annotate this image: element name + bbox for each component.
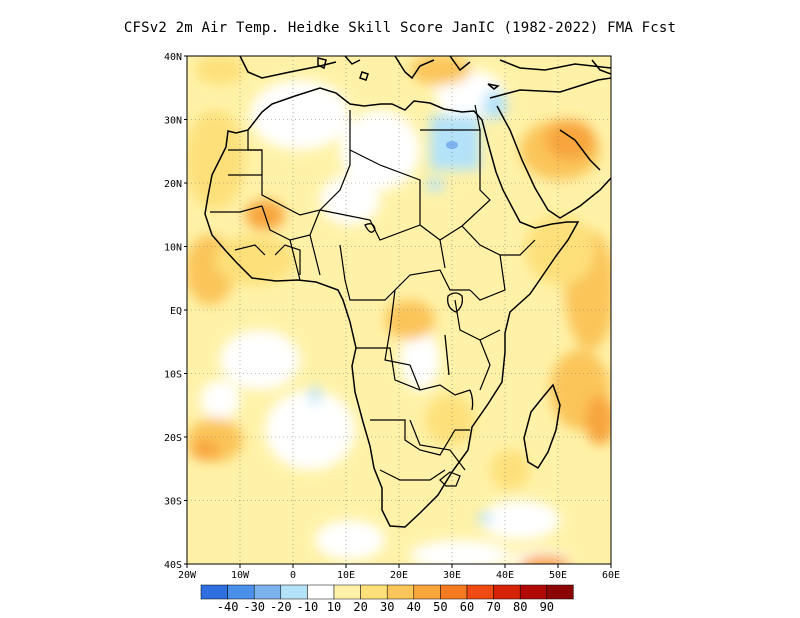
colorbar-label: -40 [217, 600, 239, 614]
colorbar-label: -20 [270, 600, 292, 614]
gulf-coastline [559, 59, 611, 171]
colorbar-label: 80 [513, 600, 527, 614]
lon-tick-label: 10E [337, 570, 355, 581]
skill-field [187, 56, 611, 564]
colorbar-swatch [413, 584, 441, 600]
map-title: CFSv2 2m Air Temp. Heidke Skill Score Ja… [123, 20, 677, 36]
lon-tick-label: 50E [549, 570, 567, 581]
colorbar-label: 30 [380, 600, 394, 614]
colorbar-label: -30 [243, 600, 265, 614]
africa-coastline [204, 87, 580, 528]
madagascar-coastline [523, 383, 561, 470]
colorbar-swatch [493, 584, 521, 600]
colorbar-label: -10 [297, 600, 319, 614]
lat-tick-label: 30S [164, 497, 182, 508]
colorbar-swatch [333, 584, 361, 600]
arabia-coastline [489, 77, 611, 219]
med-islands [317, 57, 500, 90]
lon-tick-label: 40E [496, 570, 514, 581]
colorbar-swatch [200, 584, 228, 600]
lon-tick-label: 30E [443, 570, 461, 581]
colorbar-label: 40 [407, 600, 421, 614]
colorbar-label: 70 [486, 600, 500, 614]
colorbar-swatch [466, 584, 494, 600]
land-outlines [204, 56, 611, 528]
lon-tick-label: 60E [602, 570, 620, 581]
europe-coastline [239, 56, 611, 80]
lon-tick-label: 20W [178, 570, 197, 581]
country-borders [210, 104, 536, 487]
lat-tick-label: 10S [164, 370, 182, 381]
lon-tick-label: 10W [231, 570, 250, 581]
colorbar-label: 50 [433, 600, 447, 614]
lat-tick-label: 20N [164, 179, 182, 190]
colorbar-swatch [440, 584, 468, 600]
colorbar-label: 20 [353, 600, 367, 614]
lakes [364, 223, 474, 411]
colorbar-swatch [280, 584, 308, 600]
colorbar [200, 584, 574, 600]
lon-tick-labels: 20W 10W 0 10E 20E 30E 40E 50E 60E [178, 564, 620, 581]
lat-tick-labels: 40N 30N 20N 10N EQ 10S 20S 30S 40S [164, 52, 187, 571]
lat-tick-label: EQ [170, 306, 182, 317]
lat-tick-label: 20S [164, 433, 182, 444]
lat-tick-label: 10N [164, 243, 182, 254]
colorbar-swatch [386, 584, 415, 600]
colorbar-swatch [546, 584, 574, 600]
colorbar-label: 60 [460, 600, 474, 614]
colorbar-swatch [307, 584, 335, 600]
lat-lon-grid [187, 56, 611, 564]
colorbar-swatch [519, 584, 548, 600]
lon-tick-label: 20E [390, 570, 408, 581]
colorbar-label: 90 [540, 600, 554, 614]
colorbar-swatch [360, 584, 388, 600]
colorbar-labels: -40 -30 -20 -10 10 20 30 40 50 60 70 80 90 [217, 600, 554, 614]
colorbar-swatch [227, 584, 255, 600]
lat-tick-label: 30N [164, 116, 182, 127]
lat-tick-label: 40N [164, 52, 182, 63]
colorbar-swatch [253, 584, 282, 600]
lat-tick-label: 40S [164, 560, 182, 571]
lon-tick-label: 0 [290, 570, 296, 581]
colorbar-label: 10 [327, 600, 341, 614]
